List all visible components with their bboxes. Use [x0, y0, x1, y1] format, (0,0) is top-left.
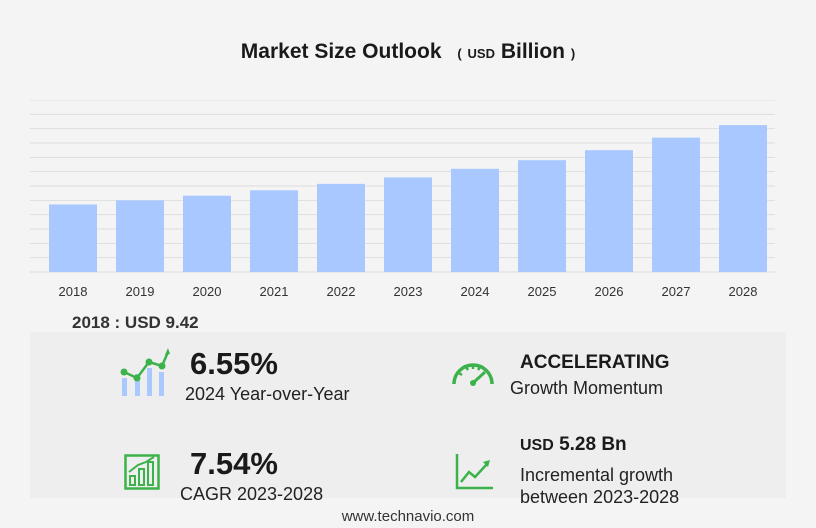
yoy-label: 2024 Year-over-Year: [185, 384, 350, 404]
unit-billion: Billion: [500, 40, 566, 63]
bar-2026: [585, 150, 633, 272]
speedometer-icon: [452, 363, 494, 386]
bar-2021: [250, 190, 298, 272]
bar-2025: [518, 160, 566, 272]
momentum-label: Growth Momentum: [510, 378, 664, 398]
bar-2018: [49, 204, 97, 272]
bar-2022: [317, 183, 365, 272]
bar-chart: 2018 2019 2020 2021 2022 2023 2024 2025 2026 2027…: [30, 100, 775, 299]
base-year-value: 2018 : USD 9.42: [72, 313, 199, 332]
x-tick-label: 2025: [528, 284, 557, 299]
paren-open: (: [457, 46, 462, 61]
x-tick-label: 2027: [662, 284, 691, 299]
trend-up-icon: [455, 454, 493, 490]
bar-2020: [183, 195, 231, 272]
bar-growth-icon: [124, 454, 160, 490]
x-tick-label: 2026: [595, 284, 624, 299]
bar-2027: [652, 137, 700, 272]
paren-close: ): [570, 46, 576, 61]
bar-2019: [116, 200, 164, 272]
bar-2023: [384, 177, 432, 272]
bar-2028: [719, 125, 767, 272]
footer-url: www.technavio.com: [341, 508, 475, 525]
incremental-unit: USD: [520, 437, 554, 454]
growth-chart-icon: [120, 348, 170, 396]
incremental-amount: 5.28 Bn: [559, 434, 627, 455]
incremental-value: USD 5.28 Bn: [520, 434, 627, 456]
x-tick-label: 2023: [394, 284, 423, 299]
incremental-label-line1: Incremental growth: [520, 465, 674, 485]
yoy-value: 6.55%: [190, 346, 278, 381]
cagr-label: CAGR 2023-2028: [180, 484, 324, 504]
x-tick-label: 2024: [461, 284, 490, 299]
bar-2024: [451, 168, 499, 272]
x-tick-label: 2021: [260, 284, 289, 299]
chart-title-main: Market Size Outlook: [240, 40, 442, 63]
x-tick-label: 2022: [327, 284, 356, 299]
chart-title: Market Size Outlook ( USD Billion ): [0, 40, 816, 64]
unit-usd: USD: [467, 46, 495, 61]
incremental-label-line2: between 2023-2028: [520, 487, 680, 507]
metrics-panel: [30, 332, 786, 498]
x-tick-label: 2019: [126, 284, 155, 299]
x-tick-label: 2028: [729, 284, 758, 299]
momentum-value: ACCELERATING: [520, 352, 670, 373]
chart-title-unit: ( USD Billion ): [457, 40, 575, 63]
x-tick-label: 2020: [193, 284, 222, 299]
cagr-value: 7.54%: [190, 446, 278, 481]
x-tick-label: 2018: [59, 284, 88, 299]
